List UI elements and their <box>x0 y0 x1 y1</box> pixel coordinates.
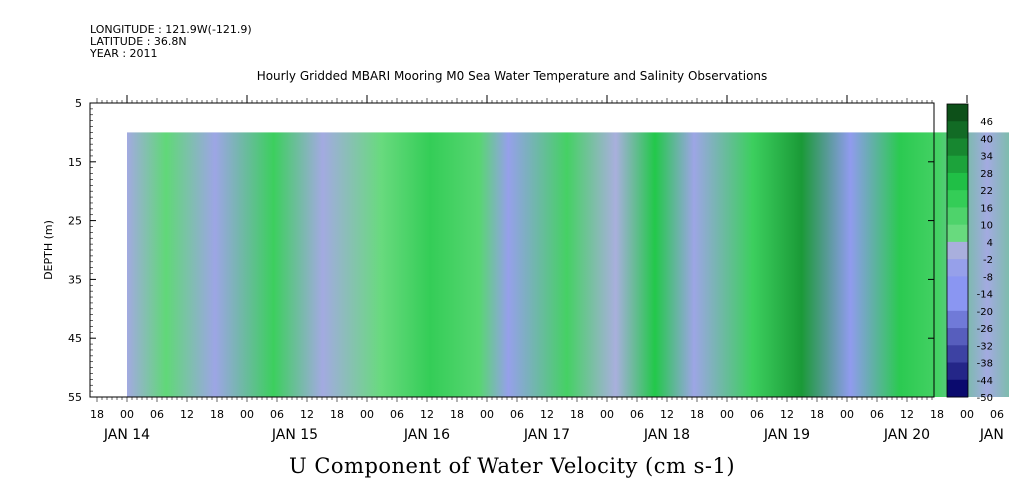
chart-title: Hourly Gridded MBARI Mooring M0 Sea Wate… <box>256 69 768 83</box>
x-tick-label: 00 <box>600 408 614 421</box>
x-day-label: JAN 14 <box>103 427 150 443</box>
colorbar-label: -20 <box>977 307 993 318</box>
colorbar-label: -50 <box>977 393 993 404</box>
colorbar-swatch <box>947 138 968 157</box>
colorbar-label: -44 <box>977 376 993 387</box>
colorbar-swatch <box>947 293 968 312</box>
colorbar-swatch <box>947 276 968 295</box>
x-day-label: JAN 16 <box>403 427 450 443</box>
colorbar-swatch <box>947 190 968 208</box>
x-tick-label: 12 <box>780 408 794 421</box>
x-tick-label: 18 <box>810 408 824 421</box>
colorbar-label: 28 <box>980 169 993 180</box>
colorbar-swatch <box>947 172 968 191</box>
x-day-label: JAN 15 <box>271 427 318 443</box>
heatmap-cells <box>127 132 1009 397</box>
x-tick-label: 00 <box>240 408 254 421</box>
colorbar: 46 40 34 28 22 16 10 4 -2 -8 -14 -20 -26 -32 -38 -44 -50 <box>946 103 993 404</box>
colorbar-swatch <box>947 310 968 329</box>
x-tick-label: 00 <box>960 408 974 421</box>
colorbar-swatch <box>947 224 968 243</box>
x-tick-label: 06 <box>870 408 884 421</box>
x-tick-label: 00 <box>480 408 494 421</box>
colorbar-swatch <box>947 104 968 122</box>
x-day-label: JAN 18 <box>643 427 690 443</box>
x-tick-label: 12 <box>540 408 554 421</box>
y-tick-label: 45 <box>68 332 82 345</box>
axes: 5 15 25 35 45 55 DEPTH (m) 18 00 06 12 18 00 06 12 18 00… <box>42 95 1009 443</box>
heatmap-field <box>127 132 1009 397</box>
colorbar-label: 16 <box>980 203 993 214</box>
y-tick-label: 5 <box>75 97 82 110</box>
colorbar-label: -8 <box>983 272 993 283</box>
colorbar-label: -2 <box>983 255 993 266</box>
x-tick-label: 00 <box>720 408 734 421</box>
x-tick-label: 18 <box>210 408 224 421</box>
x-tick-label: 18 <box>450 408 464 421</box>
y-tick-label: 55 <box>68 391 82 404</box>
colorbar-label: 40 <box>980 134 993 145</box>
x-day-label: JAN 19 <box>763 427 810 443</box>
longitude-label: LONGITUDE : 121.9W(-121.9) <box>90 23 252 36</box>
colorbar-swatch <box>947 259 968 277</box>
y-tick-label: 25 <box>68 215 82 228</box>
colorbar-label: -32 <box>977 341 993 352</box>
y-tick-label: 15 <box>68 156 82 169</box>
x-tick-label: 06 <box>990 408 1004 421</box>
x-tick-label: 18 <box>90 408 104 421</box>
x-tick-label: 18 <box>570 408 584 421</box>
colorbar-swatch <box>947 121 968 139</box>
x-day-label: JAN 21 <box>979 427 1009 443</box>
x-day-label: JAN 17 <box>523 427 570 443</box>
x-tick-label: 12 <box>180 408 194 421</box>
y-tick-label: 35 <box>68 273 82 286</box>
x-day-label: JAN 20 <box>883 427 930 443</box>
x-tick-label: 12 <box>660 408 674 421</box>
x-tick-label: 00 <box>840 408 854 421</box>
x-tick-label: 06 <box>150 408 164 421</box>
x-tick-label: 18 <box>930 408 944 421</box>
x-axis-label: U Component of Water Velocity (cm s-1) <box>288 454 736 478</box>
colorbar-label: -14 <box>977 290 993 301</box>
x-tick-label: 06 <box>270 408 284 421</box>
x-tick-label: 12 <box>420 408 434 421</box>
x-tick-label: 00 <box>120 408 134 421</box>
y-axis-label: DEPTH (m) <box>42 220 55 280</box>
x-tick-label: 06 <box>630 408 644 421</box>
colorbar-label: 46 <box>980 117 993 128</box>
x-tick-label: 00 <box>360 408 374 421</box>
location-metadata: LONGITUDE : 121.9W(-121.9) LATITUDE : 36… <box>90 24 252 60</box>
colorbar-swatch <box>947 207 968 226</box>
x-tick-label: 06 <box>750 408 764 421</box>
colorbar-swatch <box>947 328 968 346</box>
colorbar-label: 22 <box>980 186 993 197</box>
x-tick-label: 18 <box>330 408 344 421</box>
colorbar-label: 34 <box>980 152 993 163</box>
x-tick-label: 06 <box>390 408 404 421</box>
x-tick-label: 18 <box>690 408 704 421</box>
x-tick-label: 06 <box>510 408 524 421</box>
colorbar-label: 10 <box>980 221 993 232</box>
colorbar-swatch <box>947 379 968 398</box>
latitude-label: LATITUDE : 36.8N <box>90 35 187 48</box>
colorbar-label: -38 <box>977 359 993 370</box>
year-label: YEAR : 2011 <box>90 47 158 60</box>
x-tick-label: 12 <box>300 408 314 421</box>
colorbar-swatch <box>947 241 968 260</box>
x-tick-label: 12 <box>900 408 914 421</box>
colorbar-label: 4 <box>987 238 993 249</box>
colorbar-swatch <box>947 345 968 364</box>
colorbar-swatch <box>947 362 968 381</box>
colorbar-swatch <box>947 155 968 174</box>
colorbar-label: -26 <box>977 324 993 335</box>
